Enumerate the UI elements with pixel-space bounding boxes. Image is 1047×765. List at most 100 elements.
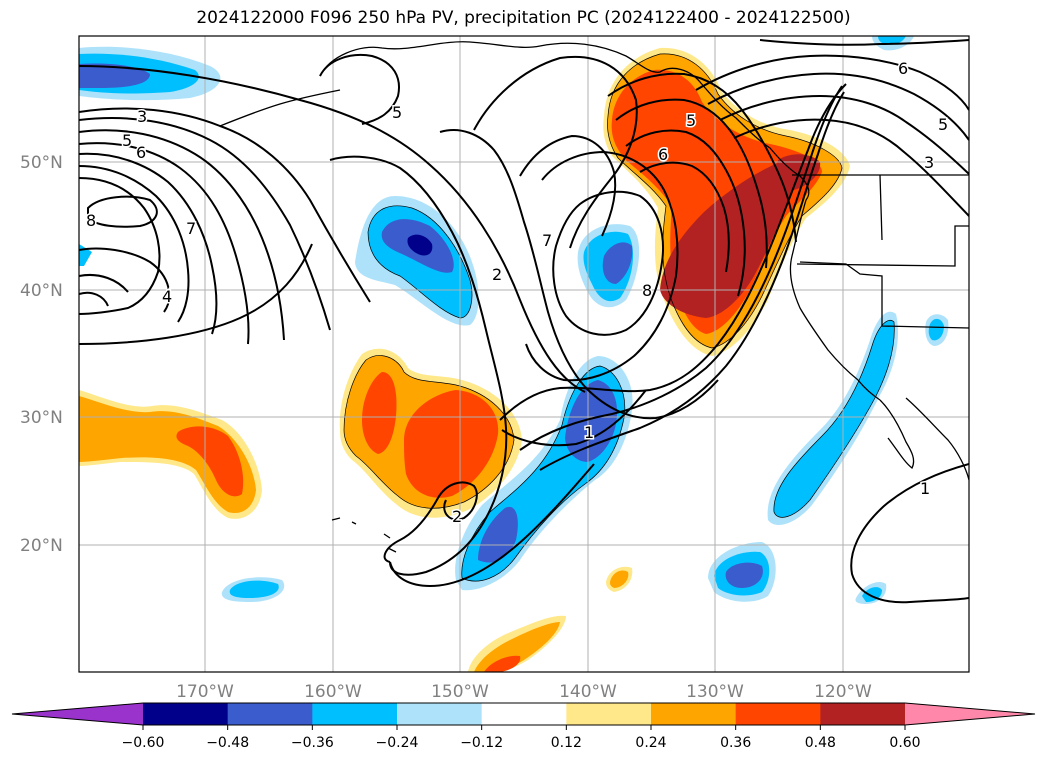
neg-region <box>928 318 944 341</box>
colorbar-tick-label: −0.36 <box>291 735 334 751</box>
colorbar-box <box>227 703 313 725</box>
pos-region <box>176 426 244 497</box>
map-title: 2024122000 F096 250 hPa PV, precipitatio… <box>196 8 851 28</box>
neg-region <box>79 63 150 88</box>
coastlines <box>219 41 969 553</box>
contour-label: 6 <box>658 145 668 164</box>
pv-contour <box>615 98 768 269</box>
colorbar-box <box>312 703 398 725</box>
threshold-line <box>773 320 895 518</box>
lon-label: 150°W <box>431 682 489 702</box>
pv-contour <box>501 389 647 447</box>
pv-contour <box>499 83 847 421</box>
lon-label: 130°W <box>686 682 744 702</box>
lon-label: 120°W <box>814 682 872 702</box>
neg-region <box>407 234 433 256</box>
contour-label: 6 <box>898 59 908 78</box>
colorbar-tick-label: 0.24 <box>635 735 666 751</box>
contour-labels: 3 5 6 5 8 7 4 5 2 7 8 6 6 5 3 1 2 1 <box>85 58 950 528</box>
neg-region <box>229 580 279 598</box>
colorbar-tick-label: −0.24 <box>376 735 419 751</box>
pv-contour <box>639 161 730 273</box>
pv-contour <box>87 195 158 228</box>
pv-contour <box>79 165 190 323</box>
neg-region <box>878 36 906 45</box>
pv-contour <box>79 107 371 303</box>
pv-contour <box>719 94 969 175</box>
pv-contour <box>79 152 218 335</box>
pv-contour <box>329 155 508 576</box>
pv-contour <box>79 65 586 393</box>
pv-contour <box>519 85 843 451</box>
pv-contour <box>625 129 746 297</box>
colorbar-tick-label: −0.12 <box>460 735 503 751</box>
pv-contour <box>473 55 638 249</box>
baja-california <box>879 399 915 469</box>
colorbar-box <box>481 703 567 725</box>
pv-contours <box>79 39 969 604</box>
threshold-line <box>461 365 626 582</box>
colorbar-extend-high <box>905 703 1035 725</box>
pv-contour <box>79 117 331 331</box>
pos-region <box>474 622 560 672</box>
lon-label: 170°W <box>176 682 234 702</box>
lat-label: 40°N <box>20 281 63 301</box>
pos-region <box>79 396 256 514</box>
colorbar-tick-label: 0.36 <box>720 735 751 751</box>
pv-contour <box>539 91 845 471</box>
contour-label: 7 <box>186 219 196 238</box>
contour-label: 7 <box>542 231 552 250</box>
border <box>799 261 969 329</box>
pv-contour <box>707 72 969 141</box>
latitude-labels: 50°N 40°N 30°N 20°N <box>20 153 63 556</box>
contour-label: 5 <box>686 111 696 130</box>
contour-label: 5 <box>122 131 132 150</box>
contour-label: 1 <box>920 479 930 498</box>
pv-contour <box>850 463 969 604</box>
pv-contour <box>79 243 313 345</box>
pv-contour <box>439 129 719 420</box>
pos-region <box>362 372 397 454</box>
contour-label: 4 <box>162 287 172 306</box>
plot-frame <box>78 35 970 673</box>
pv-contour <box>79 291 109 307</box>
pv-contour <box>733 118 969 217</box>
border <box>796 225 969 267</box>
pv-contour <box>79 247 171 313</box>
colorbar-box <box>397 703 483 725</box>
pos-region <box>484 655 521 672</box>
lat-label: 50°N <box>20 153 63 173</box>
neg-region <box>725 562 763 588</box>
neg-region <box>478 506 518 563</box>
contour-label: 3 <box>924 153 934 172</box>
precip-shading <box>79 36 949 672</box>
contour-label: 1 <box>584 423 594 442</box>
pv-contour <box>525 150 679 382</box>
lon-label: 160°W <box>304 682 362 702</box>
longitude-labels: 170°W 160°W 150°W 140°W 130°W 120°W <box>176 682 872 702</box>
colorbar-box <box>735 703 821 725</box>
hawaii-islands <box>331 517 397 553</box>
colorbar-tick-label: −0.48 <box>206 735 249 751</box>
colorbar-tick-label: 0.60 <box>889 735 920 751</box>
lat-label: 20°N <box>20 536 63 556</box>
colorbar: −0.60 −0.48 −0.36 −0.24 −0.12 0.12 0.24 0.36 0.4… <box>11 702 1036 751</box>
pv-contour <box>552 190 664 336</box>
alaska-coast <box>319 41 810 201</box>
mexico-coast <box>905 397 969 481</box>
pv-contour <box>519 134 617 237</box>
pv-contour <box>319 54 400 125</box>
colorbar-extend-low <box>12 703 143 725</box>
neg-region <box>773 320 895 518</box>
pv-contour <box>79 177 161 315</box>
pv-contour <box>695 54 969 111</box>
pos-region <box>660 161 793 318</box>
threshold-line <box>343 355 515 509</box>
contour-label: 8 <box>86 211 96 230</box>
border <box>879 174 883 241</box>
neg-region <box>602 242 633 284</box>
contour-label: 6 <box>136 143 146 162</box>
contour-label: 2 <box>492 265 502 284</box>
pv-contour <box>79 129 285 341</box>
colorbar-box <box>566 703 652 725</box>
